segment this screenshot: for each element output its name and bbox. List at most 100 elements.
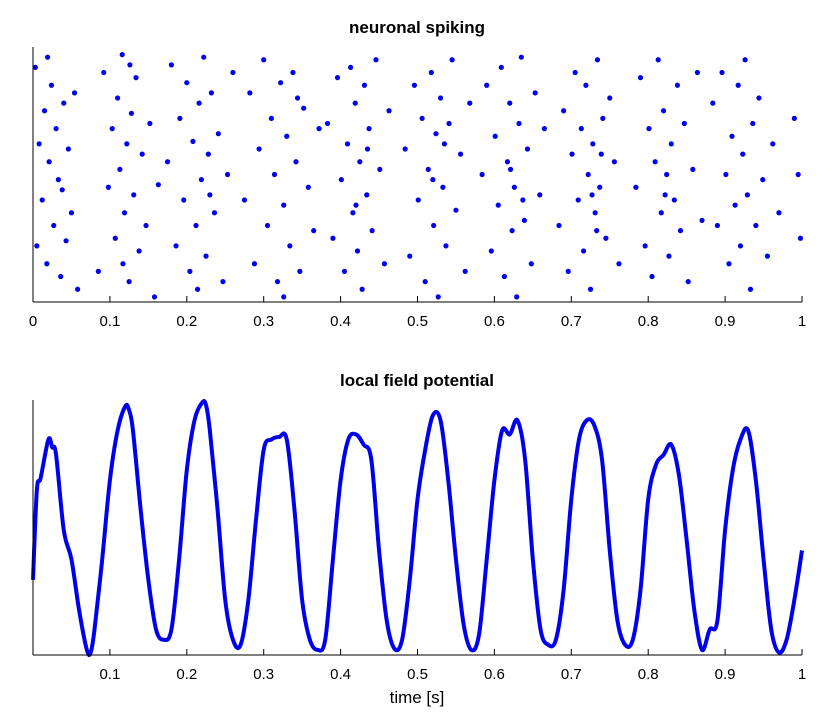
spike-point xyxy=(594,57,601,63)
spike-point xyxy=(735,82,741,88)
spike-point xyxy=(633,184,639,190)
spike-point xyxy=(714,222,721,229)
spike-point xyxy=(341,268,348,274)
spike-point xyxy=(281,294,287,300)
spike-point xyxy=(415,197,421,203)
spike-point xyxy=(666,253,672,259)
spike-point xyxy=(117,166,123,172)
spike-point xyxy=(201,54,207,60)
spike-point xyxy=(795,171,801,178)
spike-point xyxy=(44,261,50,267)
spike-point xyxy=(616,261,622,267)
spike-point xyxy=(139,151,145,157)
spike-point xyxy=(719,69,725,76)
spike-point xyxy=(407,253,413,259)
spike-point xyxy=(556,222,562,229)
spike-point xyxy=(660,108,667,114)
spike-point xyxy=(637,75,644,81)
spike-point xyxy=(664,171,670,178)
spike-point xyxy=(45,54,51,60)
spike-point xyxy=(386,108,392,114)
spike-point xyxy=(561,108,567,114)
spike-point xyxy=(671,197,677,203)
spike-point xyxy=(301,105,307,111)
spike-point xyxy=(68,210,75,216)
spike-point xyxy=(284,133,290,139)
x-tick-label: 0.2 xyxy=(176,666,197,683)
spike-point xyxy=(541,126,547,132)
x-tick-label: 0.8 xyxy=(638,666,659,683)
spike-point xyxy=(361,82,368,88)
spike-point xyxy=(587,286,594,292)
spike-point xyxy=(46,159,52,165)
spike-point xyxy=(369,228,375,234)
spike-point xyxy=(297,268,303,274)
spike-point xyxy=(133,75,139,81)
spike-point xyxy=(575,197,581,203)
spike-point xyxy=(537,192,543,198)
spike-point xyxy=(190,138,196,144)
spike-point xyxy=(61,100,67,106)
spike-point xyxy=(791,115,797,121)
spike-point xyxy=(136,248,142,254)
spike-point xyxy=(590,141,596,147)
spike-point xyxy=(347,64,354,70)
spike-point xyxy=(120,261,126,267)
spike-point xyxy=(594,228,600,234)
spike-point xyxy=(173,243,179,249)
spike-point xyxy=(646,126,652,132)
spike-point xyxy=(95,268,101,274)
x-tick-label: 0.5 xyxy=(407,313,428,330)
spike-point xyxy=(114,95,121,101)
x-tick-label: 0 xyxy=(29,313,37,330)
spike-points xyxy=(32,52,804,300)
spike-point xyxy=(516,120,522,127)
spike-point xyxy=(187,268,193,274)
spike-point xyxy=(311,228,317,234)
spike-point xyxy=(63,238,69,244)
spike-point xyxy=(143,222,149,229)
spike-point xyxy=(147,120,153,127)
spike-point xyxy=(377,166,383,172)
spike-point xyxy=(126,279,132,285)
spike-point xyxy=(747,286,754,292)
spike-point xyxy=(294,95,301,101)
spike-point xyxy=(677,228,684,234)
spike-point xyxy=(203,253,209,259)
spike-point xyxy=(196,100,202,106)
spike-point xyxy=(41,108,48,114)
spike-point xyxy=(128,110,135,116)
spike-point xyxy=(764,253,770,259)
spike-point xyxy=(131,192,137,198)
spike-point xyxy=(592,210,598,216)
spike-point xyxy=(528,261,534,267)
lfp-line xyxy=(31,399,804,658)
spike-point xyxy=(155,182,161,188)
spike-point xyxy=(268,115,274,121)
spike-point xyxy=(177,115,183,121)
spike-point xyxy=(744,192,751,198)
spike-point xyxy=(428,69,434,76)
spike-point xyxy=(354,248,361,254)
spike-point xyxy=(732,202,738,208)
spike-point xyxy=(435,294,441,300)
spike-point xyxy=(121,210,128,216)
spike-point xyxy=(597,184,603,190)
spike-point xyxy=(425,166,431,172)
x-tick-label: 1 xyxy=(798,666,806,683)
spike-point xyxy=(324,120,331,127)
x-tick-label: 0.9 xyxy=(715,313,736,330)
x-tick-label: 0.8 xyxy=(638,313,659,330)
spike-point xyxy=(569,151,575,157)
spike-point xyxy=(350,210,356,216)
spike-point xyxy=(274,279,281,285)
spike-point xyxy=(39,197,45,203)
spike-point xyxy=(193,222,199,229)
spike-point xyxy=(419,115,425,121)
spike-point xyxy=(230,69,236,76)
spike-point xyxy=(278,80,284,86)
spike-point xyxy=(723,171,729,178)
spike-point xyxy=(509,228,515,234)
spike-point xyxy=(32,64,38,70)
spike-point xyxy=(293,159,299,165)
